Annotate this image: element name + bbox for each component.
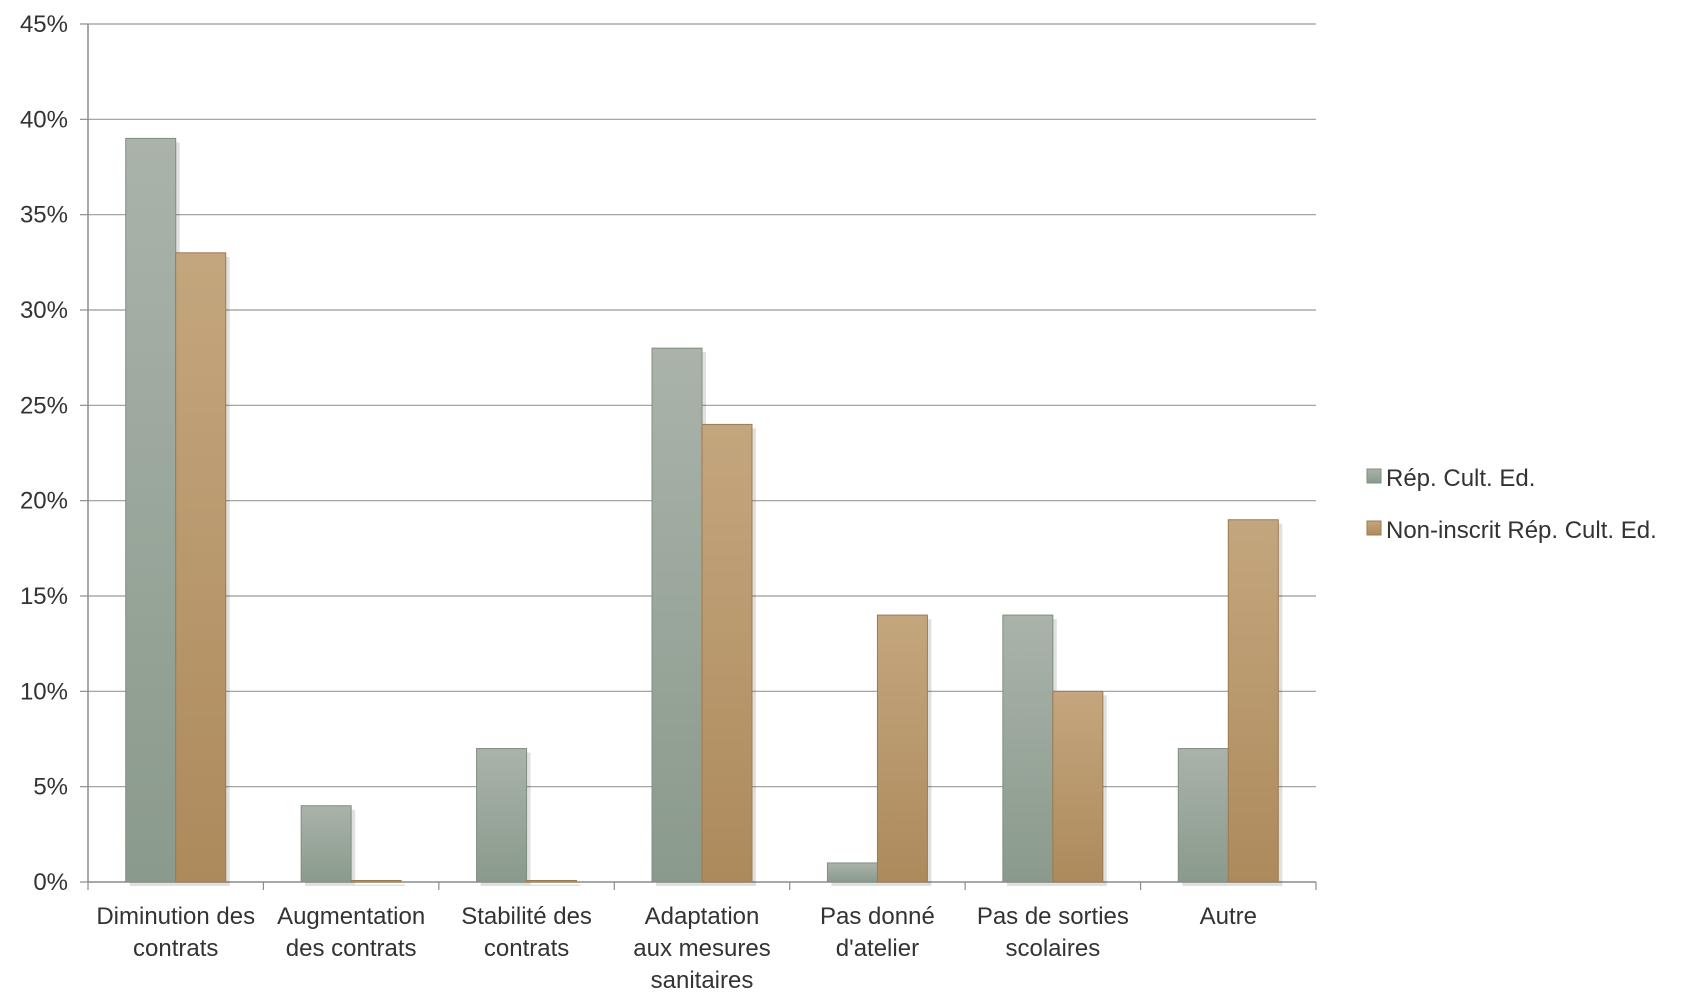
y-tick-label: 35%	[20, 202, 68, 229]
y-tick-label: 5%	[33, 774, 68, 801]
bar-rep-cult-ed	[651, 347, 703, 883]
legend-swatch-non-inscrit	[1366, 520, 1382, 536]
category-label: Pas de sorties	[977, 903, 1129, 930]
category-label: d'atelier	[836, 935, 919, 962]
y-tick-label: 10%	[20, 678, 68, 705]
category-label: aux mesures	[633, 935, 770, 962]
legend: Rép. Cult. Ed. Non-inscrit Rép. Cult. Ed…	[1366, 465, 1657, 544]
category-labels: Diminution des contrats Augmentation des co…	[96, 903, 1257, 992]
bar-non-inscrit	[876, 614, 928, 883]
bar-rep-cult-ed	[125, 137, 177, 883]
category-label: Autre	[1200, 903, 1257, 930]
category-label: Augmentation	[277, 903, 425, 930]
bar-rep-cult-ed	[476, 748, 528, 883]
category-label: Diminution des	[96, 903, 255, 930]
y-tick-label: 20%	[20, 488, 68, 515]
y-tick-label: 40%	[20, 106, 68, 133]
category-label: sanitaires	[651, 967, 754, 992]
bars	[125, 137, 1283, 887]
legend-label-non-inscrit: Non-inscrit Rép. Cult. Ed.	[1386, 517, 1657, 544]
bar-rep-cult-ed	[826, 862, 878, 883]
category-label: contrats	[484, 935, 569, 962]
legend-label-rep-cult-ed: Rép. Cult. Ed.	[1386, 465, 1535, 492]
bar-non-inscrit	[175, 252, 227, 883]
bar-non-inscrit	[526, 880, 578, 883]
y-tick-label: 15%	[20, 583, 68, 610]
bar-rep-cult-ed	[1002, 614, 1054, 883]
bar-rep-cult-ed	[1177, 748, 1229, 883]
y-tick-label: 30%	[20, 297, 68, 324]
bar-non-inscrit	[1227, 519, 1279, 883]
category-label: contrats	[133, 935, 218, 962]
y-tick-label: 25%	[20, 392, 68, 419]
bar-rep-cult-ed	[300, 805, 352, 883]
bar-non-inscrit	[701, 423, 753, 883]
category-label: Adaptation	[645, 903, 760, 930]
category-label: scolaires	[1006, 935, 1101, 962]
bar-non-inscrit	[1052, 690, 1104, 883]
legend-swatch-rep-cult-ed	[1366, 468, 1382, 484]
y-tick-label: 0%	[33, 869, 68, 896]
bar-shadow	[355, 884, 406, 886]
y-tick-label: 45%	[20, 11, 68, 38]
category-label: Pas donné	[820, 903, 935, 930]
bar-shadow	[530, 884, 581, 886]
bar-non-inscrit	[350, 880, 402, 883]
y-tick-labels: 0% 5% 10% 15% 20% 25% 30% 35% 40% 45%	[20, 11, 68, 896]
category-label: des contrats	[286, 935, 417, 962]
category-label: Stabilité des	[461, 903, 592, 930]
